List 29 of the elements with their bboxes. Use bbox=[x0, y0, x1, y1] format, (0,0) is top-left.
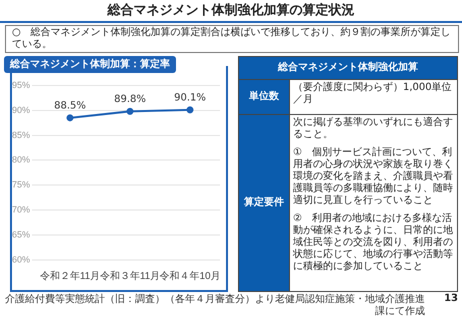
text: 総合マネジメント体制強化加算の算定状況 bbox=[106, 2, 356, 19]
chart-title: 総合マネジメント体制加算：算定率 bbox=[4, 56, 176, 73]
y-tick-label: 80% bbox=[12, 154, 30, 165]
x-tick-label: 令和２年11月 bbox=[40, 270, 100, 282]
text: （要介護度に関わらず）1,000単位／月 bbox=[293, 82, 453, 106]
point bbox=[126, 108, 134, 115]
text: ② 利用者の地域における多様な活動が確保されるように、日常的に地域住民等との交流を図り、利用者の状態に応じて、地域の行事や活動等に積極的に参加していること bbox=[293, 213, 454, 273]
y-tick-label: 65% bbox=[12, 230, 30, 240]
y-tick-label: 75% bbox=[12, 180, 30, 190]
y-tick-label: 85% bbox=[12, 130, 30, 140]
y-tick-label: 60% bbox=[12, 254, 30, 264]
category-label: 算定要件 bbox=[238, 114, 290, 292]
text: ① 個別サービス計画について、利用者の心身の状況や家族を取り巻く環境の変化を踏まえ、介護職員や看護職員等の多職種協働により、随時適切に見直しを行っていること bbox=[293, 147, 454, 207]
y-tick-label: 95% bbox=[12, 80, 30, 90]
y-tick-label: 70% bbox=[12, 204, 30, 215]
text: 次に掲げる基準のいずれにも適合すること。 bbox=[293, 117, 454, 141]
text: 介護給付費等実態統計（旧：調査）（各年４月審査分）より老健局認知症施策・地域介護推進課にて作成 bbox=[5, 294, 425, 318]
data-label: 88.5% bbox=[54, 100, 86, 112]
text: 13 bbox=[444, 293, 458, 304]
point bbox=[186, 106, 194, 114]
point bbox=[66, 114, 74, 122]
y-tick-label: 90% bbox=[12, 104, 30, 115]
x-tick-label: 令和３年11月 bbox=[100, 270, 160, 282]
data-label: 90.1% bbox=[174, 92, 206, 104]
x-tick-label: 令和４年10月 bbox=[159, 270, 221, 282]
text: 総合マネジメント体制強化加算 bbox=[238, 56, 458, 80]
data-label: 89.8% bbox=[114, 94, 146, 105]
text: ○ 総合マネジメント体制強化加算の算定割合は横ばいで推移しており、約９割の事業所が算定している。 bbox=[5, 25, 459, 53]
category-label: 単位数 bbox=[238, 80, 290, 114]
